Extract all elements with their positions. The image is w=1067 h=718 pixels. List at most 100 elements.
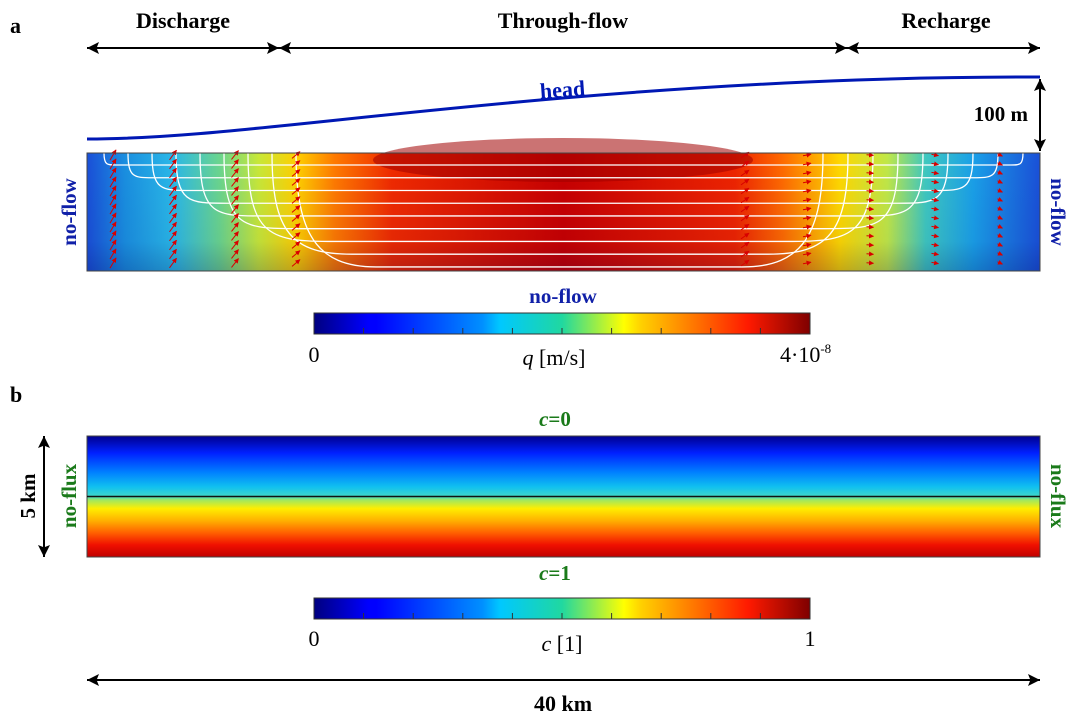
- colorbar-q-max-exponent: -8: [820, 341, 831, 356]
- bc-right-no-flux: no-flux: [1046, 464, 1067, 529]
- velocity-vector: [109, 194, 117, 206]
- velocity-vector: [109, 239, 117, 251]
- velocity-vector: [802, 215, 812, 221]
- streamline: [223, 152, 899, 230]
- velocity-vector: [740, 250, 750, 258]
- bc-bottom-var: c: [539, 561, 549, 585]
- velocity-vector: [740, 259, 750, 267]
- velocity-vector: [931, 188, 939, 194]
- panel-b-letter: b: [10, 382, 22, 407]
- velocity-vector: [866, 233, 874, 239]
- bc-left-no-flow: no-flow: [57, 177, 81, 246]
- velocity-vector: [291, 187, 301, 195]
- colorbar-q-quantity: q: [523, 345, 534, 370]
- colorbar-c-quantity: c: [542, 631, 552, 656]
- velocity-vector: [931, 170, 939, 176]
- streamlines: [103, 152, 1024, 268]
- velocity-vector: [997, 214, 1003, 220]
- velocity-max-zone: [373, 138, 753, 182]
- panel-a-letter: a: [10, 13, 21, 38]
- velocity-vector: [866, 197, 874, 203]
- velocity-vector: [997, 205, 1003, 211]
- velocity-vector: [997, 250, 1003, 256]
- velocity-vector: [231, 240, 239, 250]
- velocity-vector: [740, 178, 750, 186]
- velocity-vector: [169, 257, 177, 269]
- velocity-vector: [802, 170, 812, 176]
- velocity-vector: [997, 178, 1003, 184]
- velocity-vector: [866, 215, 874, 221]
- streamline: [271, 152, 849, 255]
- velocity-vector: [291, 160, 301, 168]
- velocity-vector: [169, 185, 177, 197]
- velocity-vector: [231, 249, 239, 259]
- colorbar-q-max-mantissa: 4·10: [780, 342, 820, 367]
- velocity-vector: [997, 196, 1003, 202]
- bc-top-c0: c=0: [539, 407, 571, 431]
- velocity-vector: [169, 212, 177, 224]
- velocity-vector: [740, 205, 750, 213]
- velocity-vector: [109, 248, 117, 260]
- colorbar-c-min: 0: [309, 626, 320, 651]
- velocity-vector: [231, 159, 239, 169]
- streamline: [199, 152, 924, 217]
- streamline: [127, 152, 999, 179]
- panel-a: a Discharge Through-flow Recharge head 1…: [10, 8, 1067, 370]
- colorbar-q-min: 0: [309, 342, 320, 367]
- velocity-vector: [231, 231, 239, 241]
- bc-top-var: c: [539, 407, 549, 431]
- velocity-vector: [866, 161, 874, 167]
- velocity-vector: [997, 232, 1003, 238]
- bc-bottom-no-flow: no-flow: [529, 284, 598, 308]
- velocity-vector: [997, 169, 1003, 175]
- colorbar-c-max: 1: [805, 626, 816, 651]
- bc-bottom-val: =1: [548, 561, 570, 585]
- velocity-vector: [291, 232, 301, 240]
- velocity-vector: [931, 197, 939, 203]
- velocity-vector: [802, 179, 812, 185]
- panel-b: b c=0 c=1 no-flux no-flux 5 km 0 1 c [1]…: [10, 382, 1067, 716]
- velocity-vector: [931, 224, 939, 230]
- velocity-vector: [109, 230, 117, 242]
- velocity-vector: [866, 152, 874, 158]
- width-label: 40 km: [534, 691, 592, 716]
- streamline: [295, 152, 824, 268]
- colorbar-c-unit: [1]: [557, 631, 583, 656]
- streamline: [151, 152, 974, 192]
- velocity-vector: [931, 206, 939, 212]
- head-label: head: [539, 75, 586, 103]
- colorbar-c-title: c [1]: [542, 631, 583, 656]
- velocity-vector: [169, 149, 177, 161]
- bc-right-no-flow: no-flow: [1046, 178, 1067, 247]
- velocity-vector: [740, 187, 750, 195]
- velocity-vector: [740, 169, 750, 177]
- velocity-vector: [231, 222, 239, 232]
- velocity-vector: [802, 251, 812, 257]
- flow-domain: [86, 138, 1041, 272]
- velocity-vector: [231, 177, 239, 187]
- colorbar-c-ticks: [363, 613, 761, 619]
- velocity-vector: [997, 241, 1003, 247]
- velocity-vector: [109, 158, 117, 170]
- colorbar-q-max: 4·10-8: [780, 341, 831, 367]
- colorbar-q: 0 4·10-8 q [m/s]: [309, 312, 831, 370]
- bc-left-no-flux: no-flux: [57, 463, 81, 528]
- velocity-vector: [931, 242, 939, 248]
- velocity-vector: [109, 149, 117, 161]
- head-rise-label: 100 m: [974, 102, 1029, 126]
- streamline: [247, 152, 874, 243]
- velocity-vector: [291, 214, 301, 222]
- velocity-vector: [740, 232, 750, 240]
- velocity-vector: [109, 257, 117, 269]
- velocity-vector: [802, 224, 812, 230]
- velocity-vector: [109, 221, 117, 233]
- velocity-vector: [169, 239, 177, 251]
- velocity-vector: [169, 176, 177, 188]
- velocity-vector: [109, 167, 117, 179]
- velocity-vector: [291, 169, 301, 177]
- velocity-vector: [169, 194, 177, 206]
- velocity-vector: [169, 221, 177, 233]
- velocity-vector: [802, 242, 812, 248]
- velocity-vector: [866, 206, 874, 212]
